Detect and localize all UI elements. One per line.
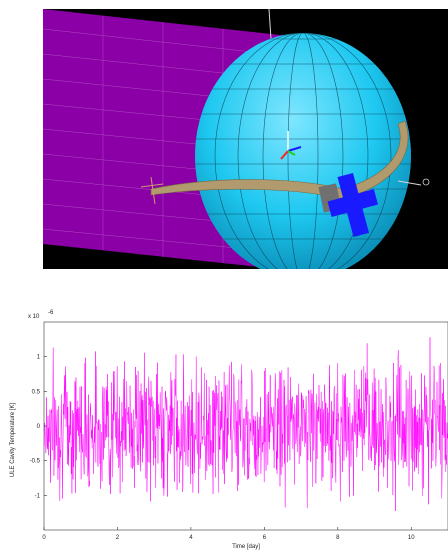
y-tick-label: -0.5	[30, 459, 41, 465]
y-tick-label: 0	[37, 424, 41, 430]
x-tick-label: 8	[336, 535, 340, 541]
y-axis-label: ULE Cavity Temperature [K]	[10, 403, 16, 478]
x-tick-label: 0	[42, 535, 46, 541]
x-tick-label: 4	[189, 535, 193, 541]
x-tick-label: 6	[263, 535, 267, 541]
x-tick-label: 2	[116, 535, 120, 541]
sphere-grid	[195, 33, 411, 269]
y-tick-label: 1	[37, 355, 41, 361]
x-tick-label: 10	[408, 535, 415, 541]
ring-strut-right	[397, 180, 422, 186]
ring-strut-left	[150, 176, 156, 205]
x-axis-label: Time [day]	[232, 544, 260, 550]
spacecraft-3d-scene	[43, 9, 448, 269]
y-multiplier: x 10	[28, 314, 40, 320]
mounting-ring	[150, 120, 409, 200]
y-tick-label: 0.5	[32, 389, 41, 395]
antenna-line	[268, 9, 272, 40]
plot-area: 0 2 4 6 8 10 1 0.5 0 -0.5 -1	[30, 321, 448, 541]
temperature-series-line	[43, 337, 448, 512]
y-tick-label: -1	[35, 493, 41, 499]
y-multiplier-exponent: -6	[48, 310, 54, 316]
cavity-sphere	[195, 33, 411, 269]
ring-strut-left-cross	[140, 183, 164, 188]
ring-strut-end	[422, 178, 430, 186]
temperature-chart: x 10 -6 ULE Cavity Temperature [K] Time …	[0, 290, 448, 550]
blue-cross-sensor	[327, 172, 378, 237]
coordinate-triad-icon	[280, 131, 302, 160]
